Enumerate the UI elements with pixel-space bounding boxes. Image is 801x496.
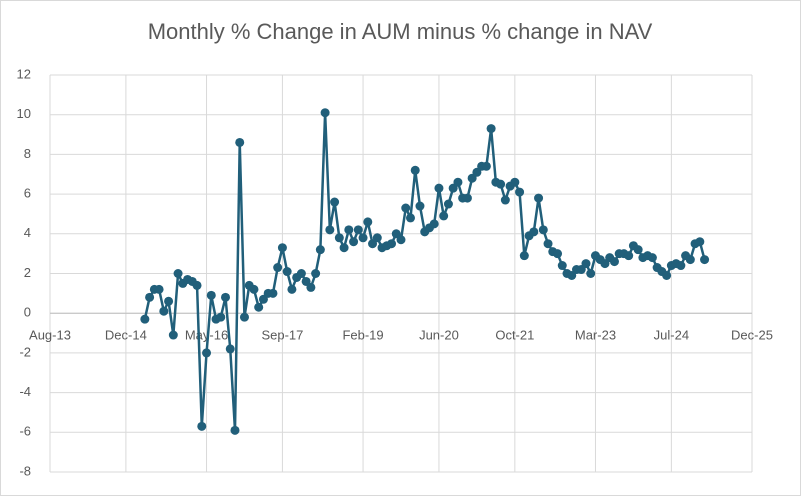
data-point: [695, 237, 705, 247]
data-point: [202, 348, 212, 358]
data-point: [685, 255, 695, 265]
data-point: [344, 225, 354, 235]
x-tick-label: Mar-23: [575, 328, 616, 343]
data-point: [401, 203, 411, 213]
data-point: [339, 243, 349, 253]
data-point: [353, 225, 363, 235]
data-point: [500, 195, 510, 205]
data-point: [586, 269, 596, 278]
data-point: [405, 213, 415, 223]
data-point: [330, 197, 340, 207]
data-point: [173, 269, 183, 278]
x-tick-label: Jul-24: [654, 328, 689, 343]
data-point: [439, 211, 449, 221]
data-point: [676, 261, 686, 271]
data-point: [515, 187, 525, 197]
x-tick-label: May-16: [185, 328, 228, 343]
data-point: [372, 233, 382, 243]
data-point: [249, 284, 259, 294]
data-point: [662, 270, 672, 280]
data-point: [538, 225, 548, 235]
y-tick-label: 6: [24, 186, 31, 201]
data-point: [510, 177, 520, 187]
data-point: [486, 124, 496, 134]
data-point: [325, 225, 335, 235]
data-point: [315, 245, 325, 255]
data-point: [273, 263, 283, 273]
data-point: [529, 227, 539, 237]
data-point: [254, 302, 264, 312]
data-point: [311, 269, 321, 278]
data-point: [557, 261, 567, 271]
data-point: [349, 237, 359, 247]
data-point: [320, 108, 330, 118]
x-tick-label: Jun-20: [419, 328, 459, 343]
data-point: [553, 249, 563, 259]
data-point: [159, 306, 169, 316]
y-tick-label: 0: [24, 305, 31, 320]
y-tick-label: -8: [19, 463, 31, 478]
data-point: [287, 284, 297, 294]
data-point: [306, 282, 316, 292]
data-point: [192, 280, 202, 290]
data-point: [647, 253, 657, 263]
data-point: [496, 179, 506, 189]
data-point: [534, 193, 544, 203]
x-tick-label: Feb-19: [342, 328, 383, 343]
data-point: [216, 312, 226, 322]
x-tick-label: Aug-13: [29, 328, 71, 343]
y-tick-label: -6: [19, 424, 31, 439]
y-tick-label: 10: [17, 106, 31, 121]
y-tick-label: 12: [17, 66, 31, 81]
x-tick-label: Sep-17: [261, 328, 303, 343]
data-point: [277, 243, 287, 253]
x-tick-label: Oct-21: [495, 328, 534, 343]
data-point: [206, 290, 216, 300]
data-point: [519, 251, 529, 261]
data-point: [581, 259, 591, 269]
data-point: [268, 288, 278, 298]
data-point: [633, 245, 643, 255]
chart-title: Monthly % Change in AUM minus % change i…: [148, 19, 653, 44]
data-point: [230, 425, 240, 435]
data-point: [429, 219, 439, 229]
data-point: [410, 165, 420, 175]
data-point: [282, 267, 292, 277]
data-point: [235, 137, 245, 147]
data-point: [443, 199, 453, 209]
data-point: [609, 257, 619, 267]
data-point: [481, 161, 491, 171]
data-point: [453, 177, 463, 187]
y-tick-label: 4: [24, 225, 31, 240]
data-point: [624, 251, 634, 261]
data-point: [154, 284, 164, 294]
data-point: [221, 292, 230, 302]
x-tick-label: Dec-14: [105, 328, 147, 343]
data-point: [462, 193, 472, 203]
y-tick-label: -4: [19, 384, 31, 399]
data-point: [700, 255, 710, 265]
x-tick-label: Dec-25: [731, 328, 773, 343]
data-point: [334, 233, 344, 243]
data-point: [145, 292, 155, 302]
data-point: [197, 421, 207, 431]
data-point: [296, 269, 306, 278]
data-point: [225, 344, 235, 354]
y-tick-label: 8: [24, 146, 31, 161]
data-point: [396, 235, 406, 245]
data-point: [363, 217, 373, 227]
data-point: [543, 239, 553, 249]
data-point: [140, 314, 150, 324]
data-point: [168, 330, 178, 340]
y-tick-label: -2: [19, 344, 31, 359]
data-point: [239, 312, 249, 322]
data-point: [387, 239, 397, 249]
data-point: [164, 296, 174, 306]
y-tick-label: 2: [24, 265, 31, 280]
data-point: [434, 183, 444, 193]
data-point: [358, 233, 368, 243]
data-point: [415, 201, 425, 211]
